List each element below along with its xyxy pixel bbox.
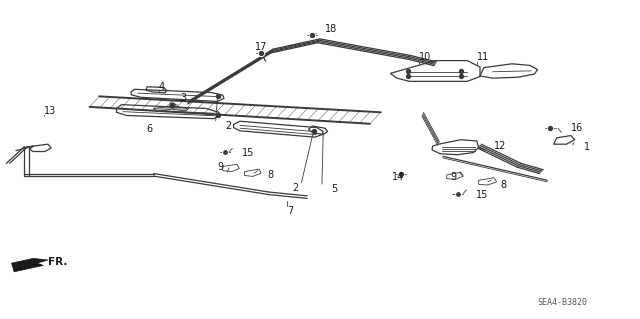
- Point: [545, 126, 556, 131]
- Polygon shape: [154, 106, 189, 112]
- Text: 15: 15: [476, 189, 488, 200]
- Point: [212, 93, 223, 98]
- Text: 13: 13: [44, 106, 56, 116]
- Point: [256, 50, 266, 55]
- Text: 9: 9: [218, 162, 224, 172]
- Point: [307, 33, 317, 38]
- Point: [452, 191, 463, 196]
- Point: [256, 50, 266, 55]
- Text: 9: 9: [450, 172, 456, 182]
- Point: [307, 33, 317, 38]
- Point: [220, 150, 230, 155]
- Text: 16: 16: [571, 122, 583, 133]
- Text: 1: 1: [584, 142, 590, 152]
- Text: 4: 4: [159, 82, 165, 92]
- Text: 6: 6: [146, 124, 152, 134]
- Text: 2: 2: [292, 182, 298, 193]
- Point: [456, 73, 466, 78]
- Point: [220, 150, 230, 155]
- Text: FR.: FR.: [48, 257, 67, 267]
- Text: 10: 10: [419, 52, 431, 62]
- Text: 8: 8: [268, 170, 274, 181]
- Text: 2: 2: [225, 121, 232, 131]
- Text: 8: 8: [500, 180, 507, 190]
- Text: 7: 7: [287, 206, 293, 216]
- Text: 15: 15: [242, 148, 254, 158]
- Text: 5: 5: [332, 184, 338, 194]
- Point: [545, 126, 556, 131]
- Text: 17: 17: [255, 41, 267, 52]
- Text: 11: 11: [477, 52, 489, 62]
- Point: [456, 69, 466, 74]
- Point: [166, 102, 177, 107]
- Point: [396, 171, 406, 176]
- Text: 3: 3: [180, 93, 187, 103]
- Point: [403, 69, 413, 74]
- Text: SEA4-B3820: SEA4-B3820: [538, 298, 588, 307]
- Point: [403, 73, 413, 78]
- Text: 18: 18: [325, 24, 337, 34]
- Text: 14: 14: [392, 172, 404, 182]
- Point: [212, 112, 223, 117]
- Point: [396, 171, 406, 176]
- Point: [308, 129, 319, 134]
- Text: 12: 12: [494, 141, 506, 151]
- Polygon shape: [12, 258, 48, 272]
- Point: [452, 191, 463, 196]
